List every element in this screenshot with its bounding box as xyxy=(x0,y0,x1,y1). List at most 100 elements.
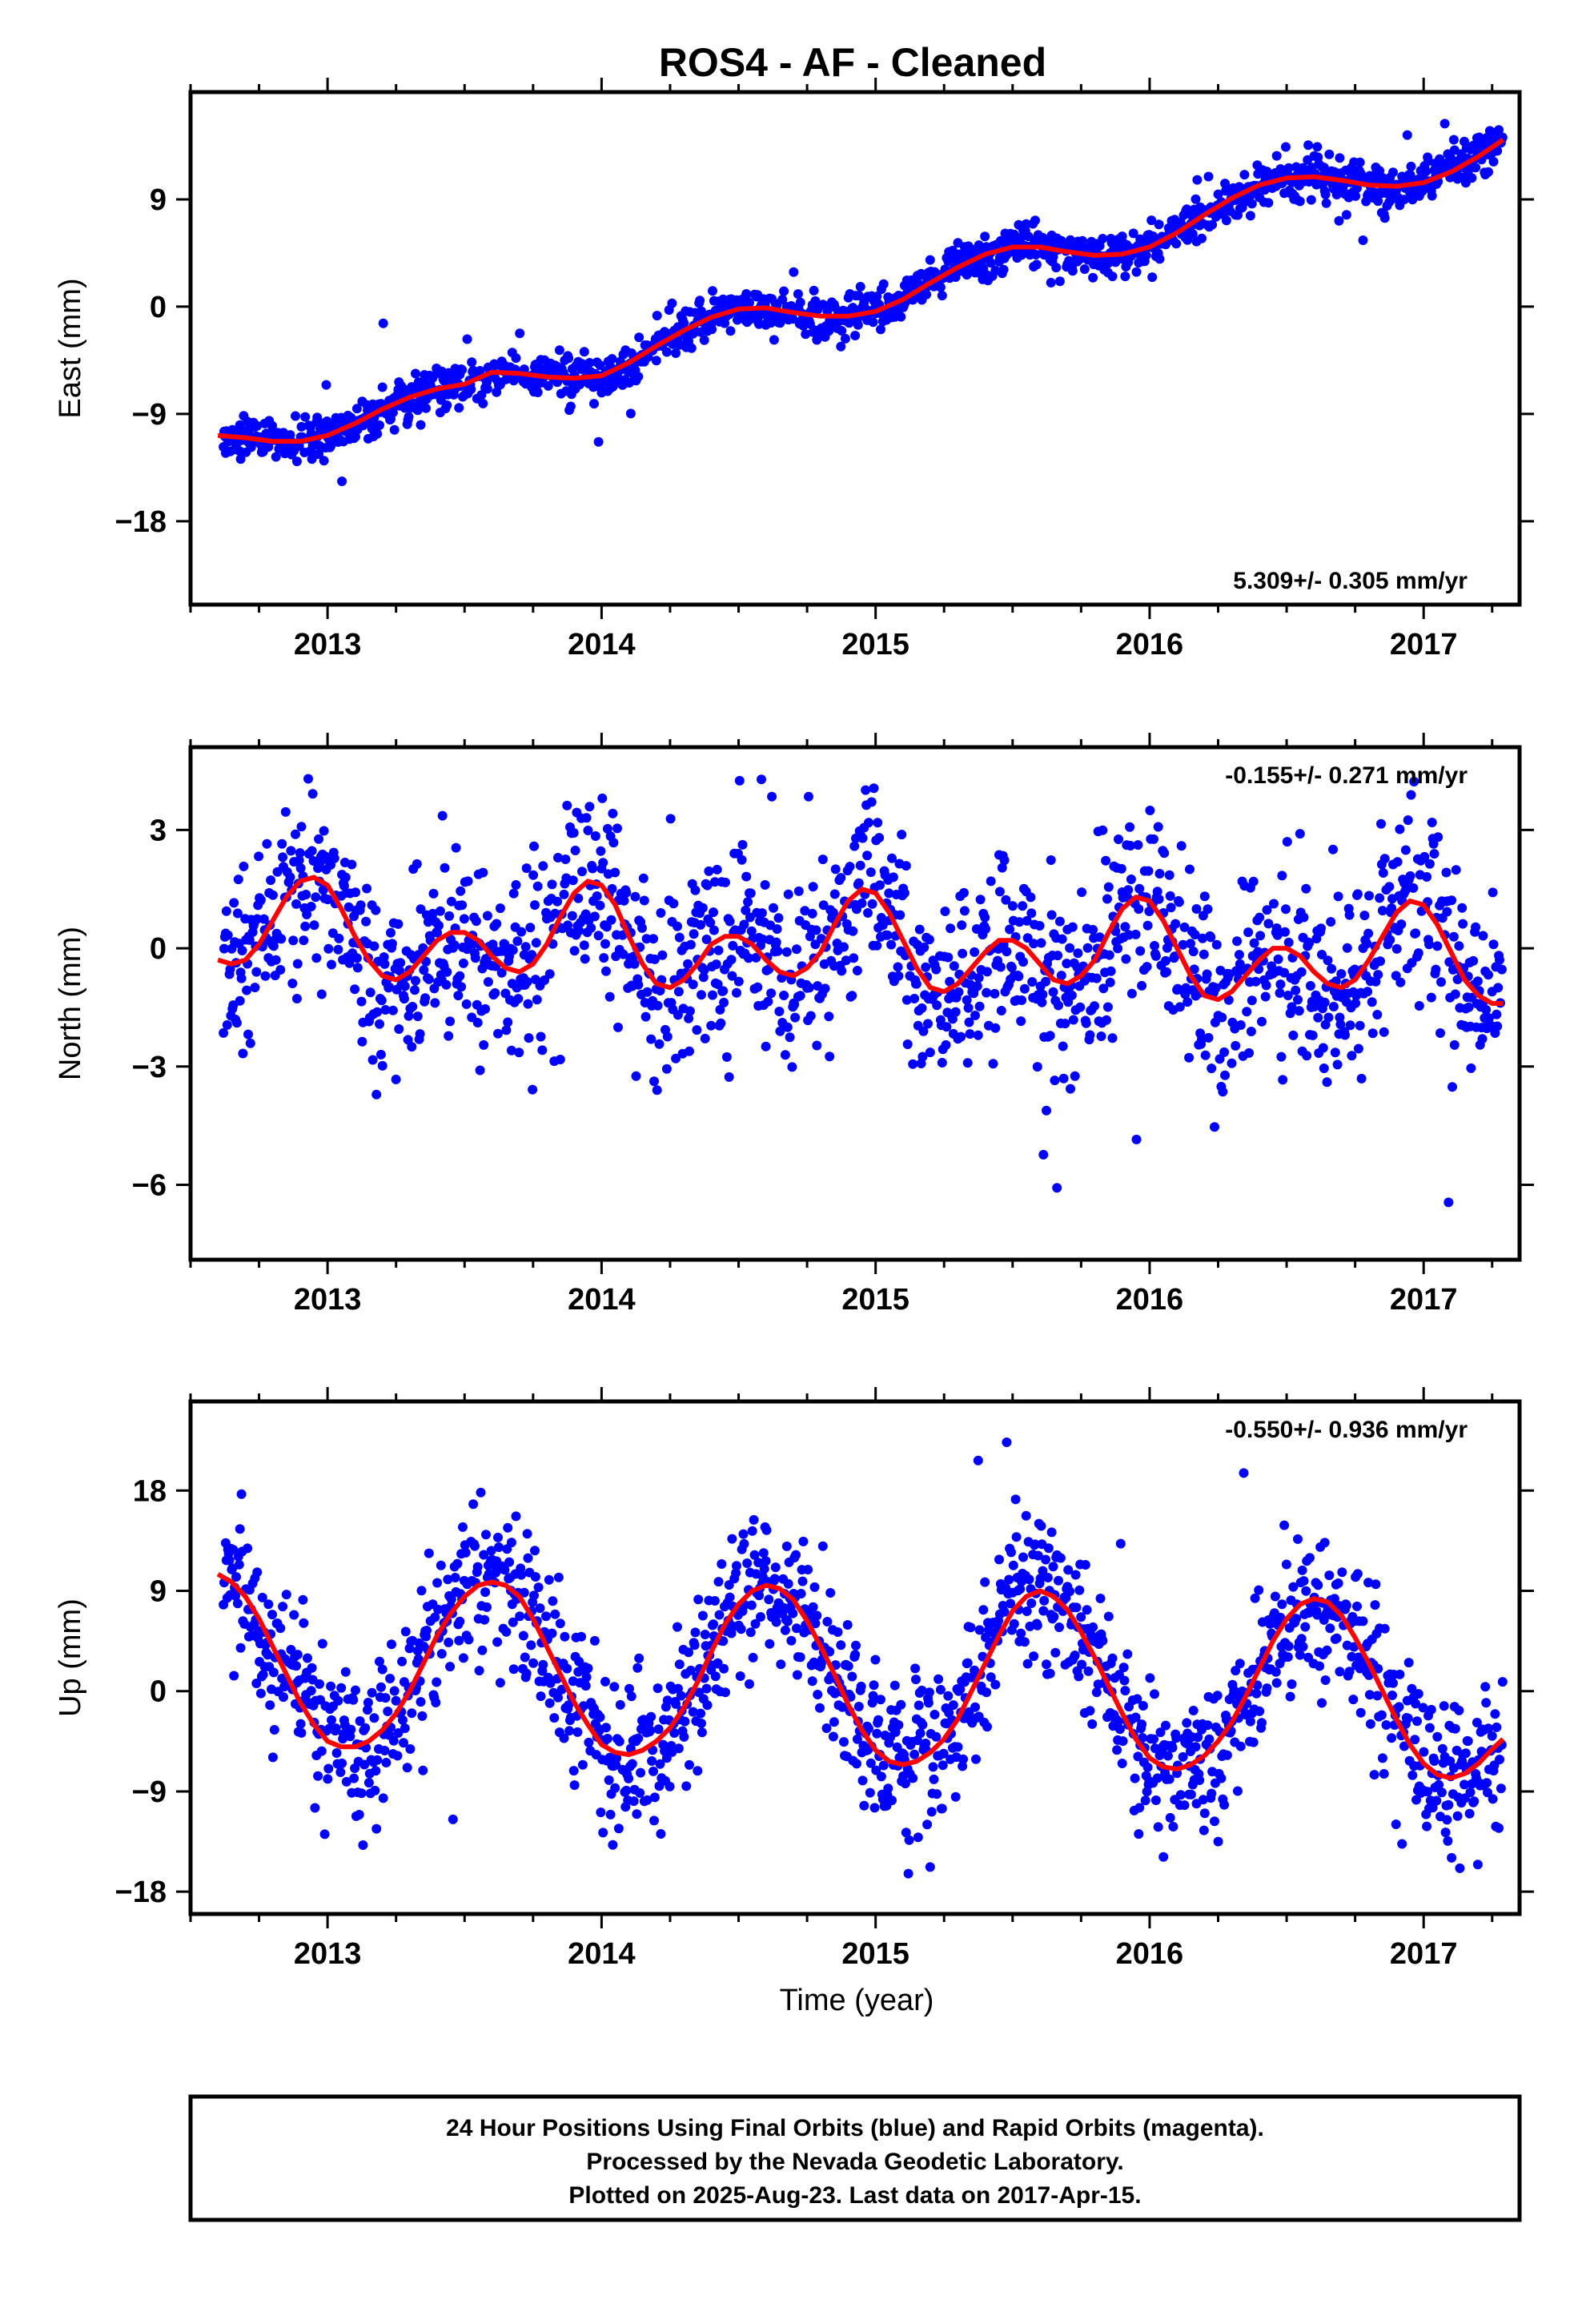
data-point xyxy=(1484,167,1493,177)
data-point xyxy=(1271,1667,1281,1677)
data-point xyxy=(294,855,304,866)
data-point xyxy=(772,924,782,935)
data-point xyxy=(1212,1691,1223,1701)
y-tick-label: 9 xyxy=(150,1575,167,1609)
data-point xyxy=(1447,1852,1457,1863)
data-point xyxy=(413,1654,424,1664)
data-point xyxy=(445,1016,456,1027)
data-point xyxy=(769,903,778,913)
data-point xyxy=(1018,901,1028,911)
data-point xyxy=(460,1547,471,1558)
data-point xyxy=(276,934,287,944)
data-point xyxy=(434,920,444,931)
data-point xyxy=(1405,870,1415,881)
data-point xyxy=(869,1803,880,1813)
data-point xyxy=(470,953,480,963)
data-point xyxy=(1184,1052,1195,1063)
data-point xyxy=(713,1658,723,1668)
data-point xyxy=(949,961,959,971)
data-point xyxy=(753,1558,764,1568)
data-point xyxy=(893,1720,904,1730)
data-point xyxy=(725,1592,735,1602)
data-point xyxy=(1402,130,1412,140)
data-point xyxy=(446,1594,456,1604)
data-point xyxy=(1062,959,1072,969)
data-point xyxy=(245,1038,255,1048)
data-point xyxy=(387,408,398,418)
data-point xyxy=(1388,167,1398,178)
data-point xyxy=(311,892,321,903)
data-point xyxy=(1355,1020,1365,1031)
data-point xyxy=(1367,997,1377,1007)
data-point xyxy=(1296,1634,1307,1644)
data-point xyxy=(745,888,756,899)
data-point xyxy=(1015,1584,1026,1594)
data-point xyxy=(288,935,299,946)
data-point xyxy=(1480,1682,1491,1692)
data-point xyxy=(289,1610,299,1620)
data-point xyxy=(756,1612,765,1622)
data-point xyxy=(1221,215,1231,226)
data-point xyxy=(813,1690,823,1699)
data-point xyxy=(1009,1618,1019,1629)
data-point xyxy=(782,1616,793,1626)
data-point xyxy=(1293,995,1303,1005)
data-point xyxy=(690,1627,701,1638)
data-point xyxy=(1146,215,1157,226)
data-point xyxy=(1424,858,1435,869)
data-point xyxy=(508,1617,518,1627)
data-point xyxy=(980,1577,990,1587)
data-point xyxy=(1141,250,1151,260)
data-point xyxy=(1008,1560,1018,1570)
data-point xyxy=(1313,1012,1323,1023)
data-point xyxy=(937,1803,947,1814)
data-point xyxy=(548,1596,558,1606)
data-point xyxy=(709,907,718,918)
data-point xyxy=(1073,948,1083,959)
data-point xyxy=(361,916,371,927)
data-point xyxy=(982,987,992,998)
data-point xyxy=(1088,272,1098,283)
data-point xyxy=(258,1670,268,1680)
data-point xyxy=(412,405,423,416)
data-point xyxy=(1042,1105,1051,1116)
data-point xyxy=(931,1731,942,1742)
data-point xyxy=(1176,841,1186,851)
data-point xyxy=(1107,1653,1118,1663)
data-point xyxy=(901,995,912,1005)
data-point xyxy=(480,1587,491,1598)
data-point xyxy=(475,366,485,376)
data-point xyxy=(501,1626,512,1637)
data-point xyxy=(696,919,706,930)
data-point xyxy=(229,898,239,908)
data-point xyxy=(287,979,298,988)
data-point xyxy=(1378,868,1388,878)
data-point xyxy=(379,952,389,963)
data-point xyxy=(986,1672,996,1683)
data-point xyxy=(1022,1606,1032,1616)
data-point xyxy=(1443,1835,1453,1846)
data-point xyxy=(689,929,699,939)
data-point xyxy=(493,1532,503,1542)
data-point xyxy=(362,883,372,894)
data-point xyxy=(472,1562,483,1572)
data-point xyxy=(662,1695,673,1706)
east-rate-label: 5.309+/- 0.305 mm/yr xyxy=(1233,568,1468,594)
data-point xyxy=(365,987,375,998)
data-point xyxy=(1271,1678,1282,1688)
data-point xyxy=(1363,987,1373,997)
data-point xyxy=(965,1029,975,1039)
data-point xyxy=(1098,825,1108,835)
y-tick-label: −9 xyxy=(132,1775,167,1809)
data-point xyxy=(239,861,249,871)
data-point xyxy=(1337,1567,1347,1578)
data-point xyxy=(1048,1562,1058,1572)
data-point xyxy=(1247,199,1257,209)
data-point xyxy=(476,390,487,400)
data-point xyxy=(735,1671,745,1681)
data-point xyxy=(679,318,689,328)
data-point xyxy=(1014,971,1024,982)
data-point xyxy=(1275,988,1285,998)
data-point xyxy=(334,933,344,943)
